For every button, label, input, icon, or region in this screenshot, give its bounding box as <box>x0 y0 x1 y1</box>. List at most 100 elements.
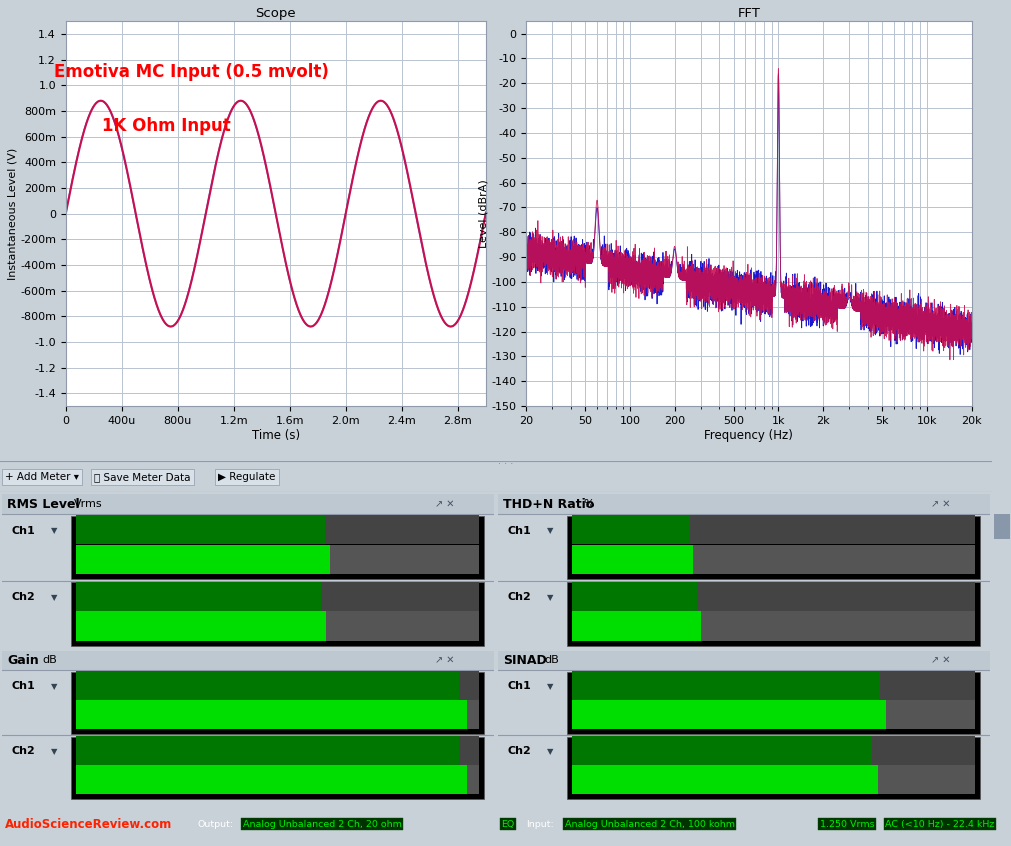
Text: ↗ ✕: ↗ ✕ <box>435 656 454 665</box>
Text: AC (<10 Hz) - 22.4 kHz: AC (<10 Hz) - 22.4 kHz <box>885 820 994 828</box>
Text: Ch2: Ch2 <box>508 746 531 756</box>
Text: RMS Level: RMS Level <box>7 497 80 510</box>
Text: 627.1: 627.1 <box>263 523 308 538</box>
Text: ▼: ▼ <box>52 593 58 602</box>
Text: 0.063143: 0.063143 <box>744 590 817 605</box>
Bar <box>698 581 974 611</box>
Bar <box>459 671 478 700</box>
Text: dB: dB <box>912 745 930 758</box>
Bar <box>566 515 979 579</box>
Bar <box>692 545 974 574</box>
Bar <box>571 515 690 544</box>
Title: Scope: Scope <box>255 7 296 20</box>
Bar <box>76 612 326 640</box>
Text: ▼: ▼ <box>547 747 553 756</box>
Text: Ch2: Ch2 <box>12 746 35 756</box>
Bar <box>700 612 974 640</box>
Text: %: % <box>915 525 927 537</box>
Text: dB: dB <box>417 745 435 758</box>
Bar <box>566 672 979 733</box>
Text: SINAD: SINAD <box>502 654 546 667</box>
Text: dB: dB <box>544 656 559 665</box>
Bar <box>571 700 886 728</box>
Text: ↗ ✕: ↗ ✕ <box>930 656 949 665</box>
Bar <box>76 581 320 611</box>
Text: 624.9: 624.9 <box>263 590 308 605</box>
Text: %: % <box>582 499 593 509</box>
Text: THD+N Ratio: THD+N Ratio <box>502 497 593 510</box>
Text: dB: dB <box>42 656 57 665</box>
Y-axis label: Instantaneous Level (V): Instantaneous Level (V) <box>7 147 17 280</box>
Text: Output:: Output: <box>197 820 234 828</box>
Bar <box>878 766 974 794</box>
Text: 1K Ohm Input: 1K Ohm Input <box>102 118 231 135</box>
Bar <box>76 766 466 794</box>
Bar <box>459 736 478 765</box>
Bar <box>76 736 459 765</box>
Text: ↗ ✕: ↗ ✕ <box>930 499 949 509</box>
Text: ▼: ▼ <box>547 593 553 602</box>
Text: AudioScienceReview.com: AudioScienceReview.com <box>5 817 172 831</box>
Bar <box>690 515 974 544</box>
Bar <box>466 700 478 728</box>
Text: Ch2: Ch2 <box>12 592 35 602</box>
Bar <box>571 671 880 700</box>
Bar <box>76 545 330 574</box>
Text: 61.937: 61.937 <box>258 744 312 759</box>
Bar <box>871 736 974 765</box>
Text: ▼: ▼ <box>52 747 58 756</box>
X-axis label: Frequency (Hz): Frequency (Hz) <box>704 429 793 442</box>
Bar <box>76 515 325 544</box>
Title: FFT: FFT <box>737 7 759 20</box>
Text: %: % <box>915 591 927 604</box>
Bar <box>566 737 979 799</box>
Text: mVrms: mVrms <box>401 525 450 537</box>
Text: 63.994: 63.994 <box>753 744 808 759</box>
Bar <box>466 766 478 794</box>
Text: Ch1: Ch1 <box>12 681 35 691</box>
Bar <box>325 515 478 544</box>
Text: 0.060992: 0.060992 <box>744 523 817 538</box>
Bar <box>571 545 692 574</box>
Text: ▼: ▼ <box>547 682 553 691</box>
Text: mVrms: mVrms <box>401 591 450 604</box>
Bar <box>571 736 871 765</box>
Bar <box>886 700 974 728</box>
Text: ▼: ▼ <box>547 526 553 536</box>
Text: ▼: ▼ <box>52 526 58 536</box>
Text: Gain: Gain <box>7 654 38 667</box>
Text: 1.250 Vrms: 1.250 Vrms <box>819 820 874 828</box>
Text: dB: dB <box>912 680 930 693</box>
Text: 61.968: 61.968 <box>258 678 312 694</box>
Text: Emotiva MC Input (0.5 mvolt): Emotiva MC Input (0.5 mvolt) <box>55 63 329 81</box>
Bar <box>71 672 483 733</box>
Bar <box>71 515 483 579</box>
Text: Ch1: Ch1 <box>508 681 531 691</box>
Bar <box>76 671 459 700</box>
Bar <box>330 545 478 574</box>
Bar <box>326 612 478 640</box>
Text: ▶ Regulate: ▶ Regulate <box>218 472 275 481</box>
Bar <box>76 700 466 728</box>
Text: ↗ ✕: ↗ ✕ <box>435 499 454 509</box>
Bar <box>566 582 979 645</box>
Bar <box>571 612 700 640</box>
X-axis label: Time (s): Time (s) <box>252 429 299 442</box>
Text: · · ·: · · · <box>497 459 514 469</box>
Text: + Add Meter ▾: + Add Meter ▾ <box>5 472 79 481</box>
Text: dB: dB <box>417 680 435 693</box>
Text: ▼: ▼ <box>52 682 58 691</box>
Text: Ch1: Ch1 <box>508 525 531 536</box>
Text: Analog Unbalanced 2 Ch, 100 kohm: Analog Unbalanced 2 Ch, 100 kohm <box>564 820 734 828</box>
Bar <box>880 671 974 700</box>
Bar <box>71 737 483 799</box>
Text: 64.295: 64.295 <box>753 678 808 694</box>
Bar <box>497 651 989 670</box>
Text: EQ: EQ <box>500 820 514 828</box>
Bar <box>571 581 698 611</box>
Text: Input:: Input: <box>526 820 553 828</box>
Bar <box>71 582 483 645</box>
Text: Vrms: Vrms <box>74 499 103 509</box>
Bar <box>571 766 878 794</box>
Text: Ch1: Ch1 <box>12 525 35 536</box>
